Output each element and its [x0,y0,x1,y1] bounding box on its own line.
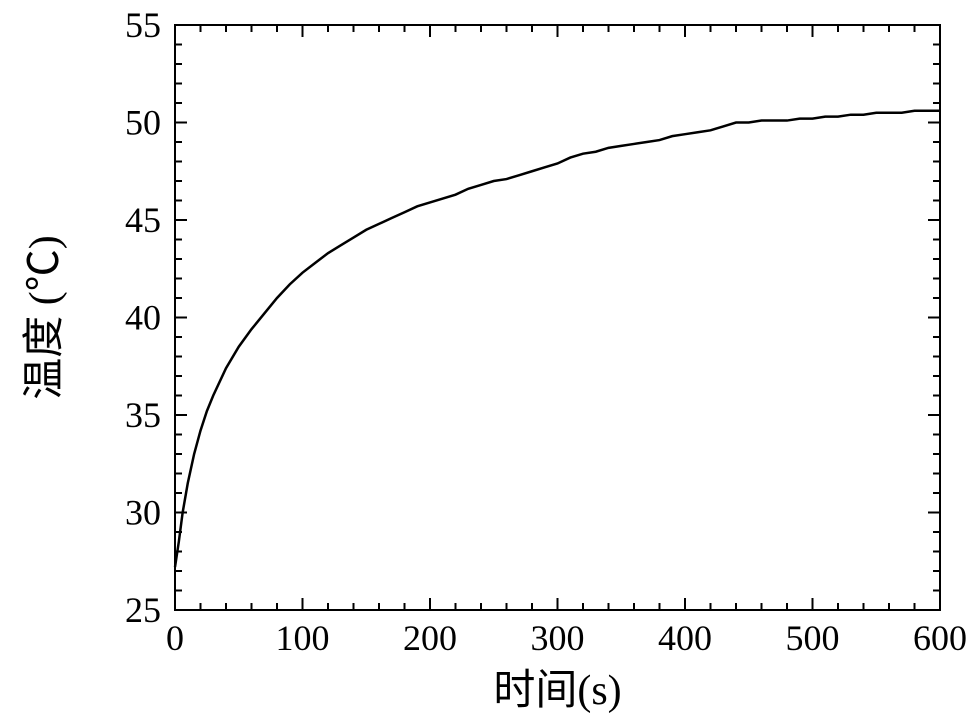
x-tick-label: 100 [276,618,330,658]
x-tick-label: 0 [166,618,184,658]
plot-frame [175,25,940,610]
y-tick-label: 55 [125,5,161,45]
x-tick-label: 500 [786,618,840,658]
y-tick-label: 45 [125,200,161,240]
temperature-curve [175,111,940,567]
y-tick-label: 25 [125,590,161,630]
y-tick-label: 30 [125,493,161,533]
x-tick-label: 600 [913,618,967,658]
y-tick-label: 35 [125,395,161,435]
x-axis-title: 时间(s) [493,668,621,714]
temperature-time-chart: 0 100 200 300 400 500 600 25 30 35 40 45 50 55 时间(s) 温度… [0,0,968,720]
x-tick-label: 200 [403,618,457,658]
y-tick-label: 50 [125,103,161,143]
y-tick-label: 40 [125,298,161,338]
chart-container: 0 100 200 300 400 500 600 25 30 35 40 45 50 55 时间(s) 温度… [0,0,968,720]
x-tick-label: 300 [531,618,585,658]
x-tick-label: 400 [658,618,712,658]
y-axis-title: 温度 (℃) [22,235,68,399]
